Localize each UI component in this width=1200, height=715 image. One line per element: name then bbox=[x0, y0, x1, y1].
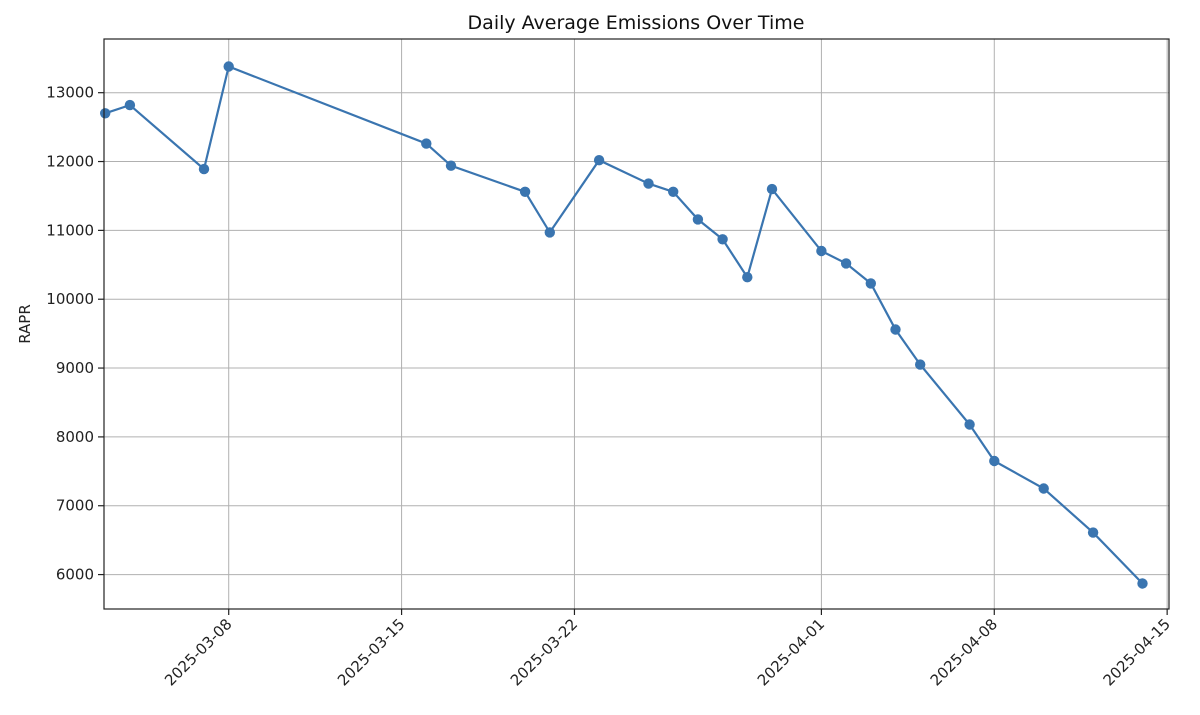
x-tick-label: 2025-04-08 bbox=[927, 615, 1001, 689]
data-point bbox=[223, 61, 234, 72]
data-point bbox=[1087, 527, 1099, 538]
y-axis-label: RAPR bbox=[16, 304, 34, 344]
y-tick-label: 10000 bbox=[46, 290, 94, 308]
data-point bbox=[593, 155, 605, 166]
y-tick-label: 6000 bbox=[56, 566, 94, 584]
y-tick-label: 12000 bbox=[46, 153, 94, 171]
data-point bbox=[766, 183, 778, 195]
data-point bbox=[198, 163, 210, 175]
data-point bbox=[816, 245, 827, 257]
y-tick-label: 11000 bbox=[46, 221, 94, 239]
y-tick-label: 8000 bbox=[56, 428, 94, 446]
data-point bbox=[964, 419, 975, 430]
data-point bbox=[890, 324, 901, 335]
data-point bbox=[668, 186, 679, 197]
x-tick-label: 2025-03-22 bbox=[507, 615, 581, 689]
grid-lines bbox=[104, 39, 1169, 609]
data-point bbox=[1038, 483, 1049, 494]
data-point bbox=[643, 178, 654, 189]
chart-title: Daily Average Emissions Over Time bbox=[468, 12, 805, 34]
x-tick-label: 2025-04-15 bbox=[1100, 615, 1174, 689]
data-point bbox=[421, 138, 432, 149]
data-point bbox=[100, 108, 111, 119]
data-series bbox=[100, 61, 1148, 589]
data-point bbox=[519, 186, 531, 197]
data-point bbox=[840, 258, 852, 269]
y-tick-label: 13000 bbox=[46, 84, 94, 102]
data-point bbox=[915, 359, 926, 370]
data-point bbox=[1137, 578, 1148, 589]
data-point bbox=[717, 234, 728, 245]
axes: 6000 7000 8000 9000 10000 11000 12000 13000 2025… bbox=[46, 84, 1174, 690]
data-point bbox=[989, 455, 1000, 467]
data-point bbox=[692, 214, 704, 225]
x-tick-label: 2025-03-08 bbox=[161, 615, 235, 689]
data-point bbox=[445, 160, 457, 171]
y-tick-label: 7000 bbox=[56, 497, 94, 515]
data-point bbox=[124, 99, 136, 111]
plot-frame bbox=[103, 38, 1170, 610]
data-point bbox=[742, 272, 753, 283]
data-point bbox=[865, 278, 876, 289]
y-tick-label: 9000 bbox=[56, 359, 94, 377]
x-tick-label: 2025-04-01 bbox=[754, 615, 828, 689]
data-point bbox=[544, 227, 555, 238]
x-tick-label: 2025-03-15 bbox=[334, 615, 408, 689]
